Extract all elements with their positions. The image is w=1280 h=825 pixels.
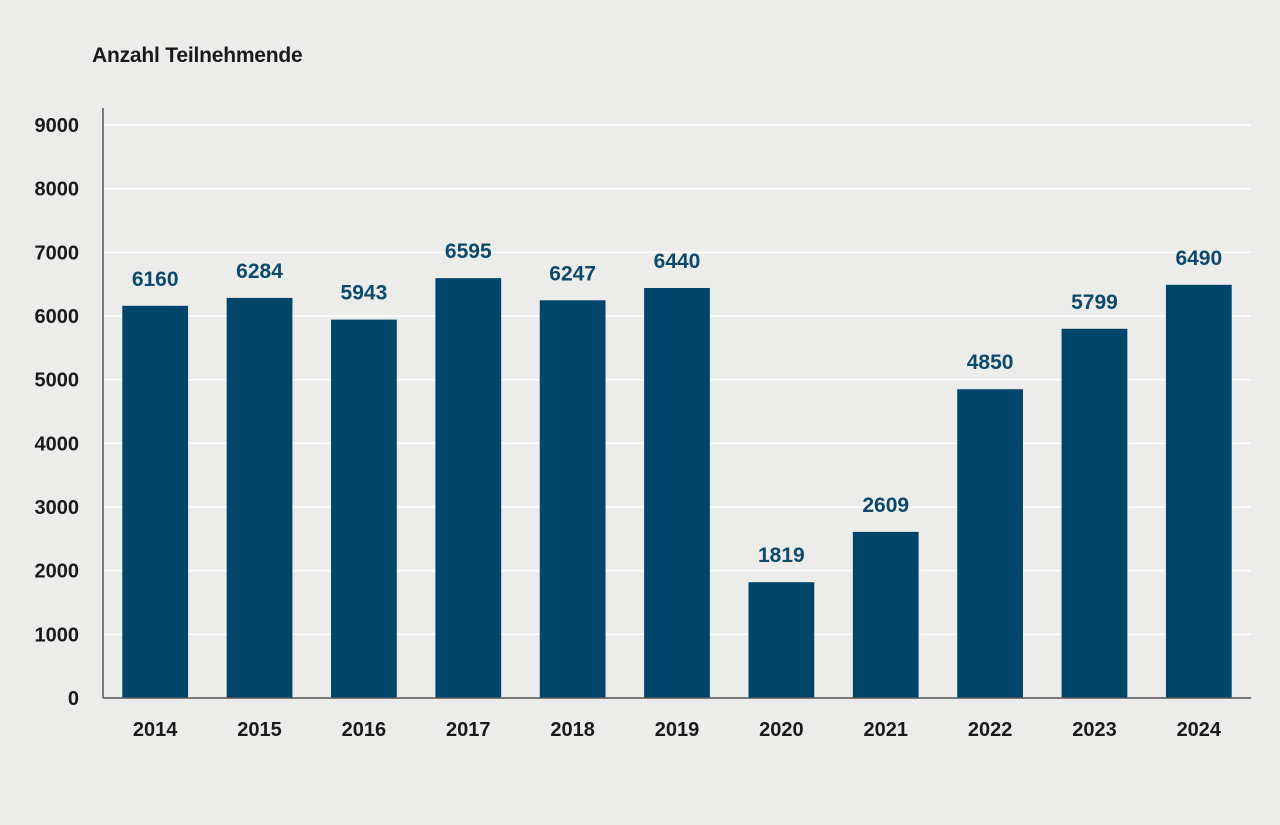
- y-tick-label: 5000: [35, 370, 80, 392]
- data-label: 6595: [445, 240, 492, 263]
- bar: [852, 531, 919, 698]
- y-tick-label: 1000: [35, 624, 80, 646]
- x-tick-label: 2023: [1072, 719, 1117, 741]
- x-tick-label: 2021: [863, 719, 908, 741]
- x-tick-label: 2015: [237, 719, 282, 741]
- data-label: 6440: [654, 250, 701, 273]
- x-tick-label: 2018: [550, 719, 595, 741]
- x-tick-label: 2017: [446, 719, 491, 741]
- x-tick-label: 2019: [655, 719, 700, 741]
- bar: [957, 389, 1023, 698]
- y-tick-label: 2000: [35, 561, 80, 583]
- data-label: 6490: [1175, 247, 1222, 270]
- y-tick-label: 0: [68, 688, 79, 710]
- bar: [1165, 284, 1232, 698]
- bar: [122, 305, 189, 698]
- bar: [748, 582, 815, 698]
- y-tick-label: 8000: [35, 179, 80, 201]
- x-tick-label: 2022: [968, 719, 1013, 741]
- y-tick-label: 4000: [35, 433, 80, 455]
- x-tick-label: 2016: [342, 719, 387, 741]
- data-label: 2609: [862, 494, 909, 517]
- bar: [331, 319, 397, 698]
- data-label: 5943: [341, 282, 388, 305]
- x-tick-label: 2020: [759, 719, 804, 741]
- data-label: 6160: [132, 268, 179, 291]
- data-label: 1819: [758, 544, 805, 567]
- y-tick-label: 3000: [35, 497, 80, 519]
- x-tick-label: 2014: [133, 719, 178, 741]
- bar: [435, 278, 502, 698]
- data-label: 6247: [549, 262, 596, 285]
- data-label: 4850: [967, 351, 1014, 374]
- x-tick-label: 2024: [1177, 719, 1222, 741]
- y-tick-label: 7000: [35, 242, 80, 264]
- y-tick-label: 6000: [35, 306, 80, 328]
- data-label: 5799: [1071, 291, 1118, 314]
- bar: [1061, 328, 1128, 698]
- y-axis-title: Anzahl Teilnehmende: [92, 44, 303, 67]
- bar: [226, 297, 293, 698]
- bar: [539, 300, 606, 698]
- y-tick-label: 9000: [35, 115, 80, 137]
- bar: [644, 287, 710, 698]
- data-label: 6284: [236, 260, 283, 283]
